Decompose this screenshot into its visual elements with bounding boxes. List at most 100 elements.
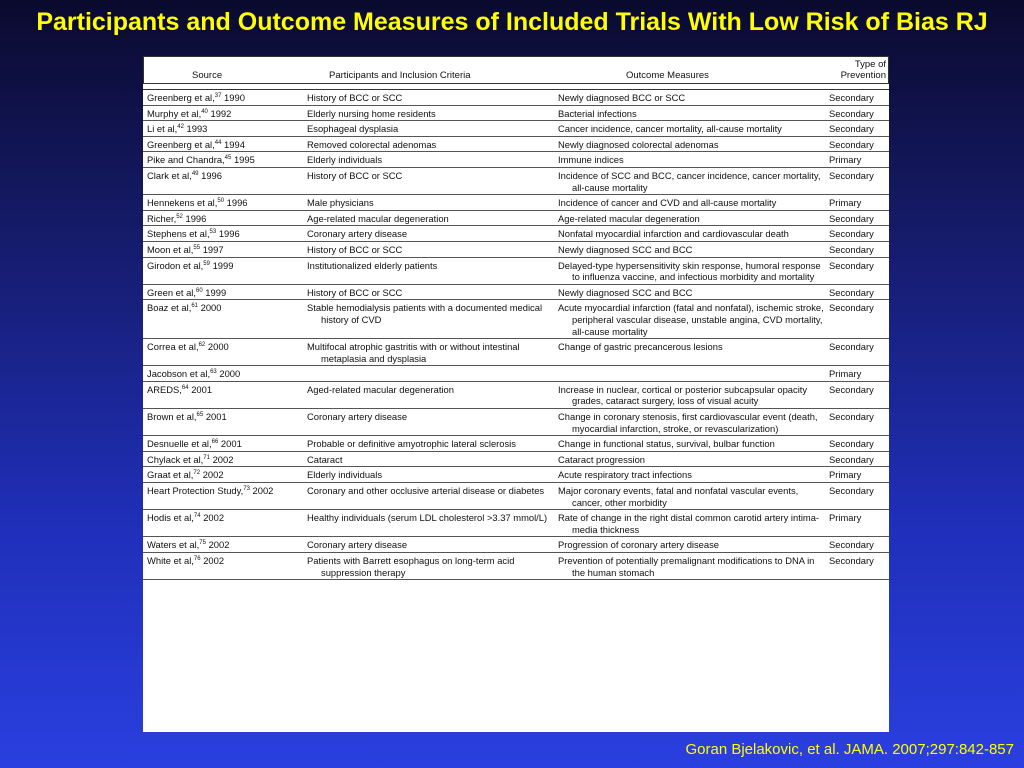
table-row: Hennekens et al,50 1996 Male physicians In… <box>143 195 889 211</box>
source-year: 2001 <box>191 383 213 395</box>
table-row: Chylack et al,71 2002 Cataract Cataract pr… <box>143 452 889 468</box>
cell-outcomes: Cancer incidence, cancer mortality, all-… <box>558 123 782 135</box>
source-ref: 71 <box>203 454 210 461</box>
cell-prevention: Primary <box>829 368 862 380</box>
source-author: Greenberg et al, <box>147 92 215 103</box>
cell-source: Greenberg et al,44 1994 <box>143 139 303 151</box>
source-ref: 75 <box>199 540 206 547</box>
source-ref: 44 <box>214 139 222 146</box>
cell-source: Stephens et al,53 1996 <box>143 228 303 240</box>
source-author: Green et al, <box>147 286 196 298</box>
header-prevention: Type of Prevention <box>841 59 886 81</box>
table-row: Moon et al,55 1997 History of BCC or SCC N… <box>143 242 889 258</box>
table-row: AREDS,64 2001 Aged-related macular degene… <box>143 382 889 410</box>
cell-prevention: Secondary <box>829 243 874 255</box>
cell-participants: Coronary and other occlusive arterial di… <box>307 485 545 497</box>
source-author: Girodon et al, <box>147 259 204 271</box>
source-ref: 64 <box>181 384 189 391</box>
cell-source: Richer,52 1996 <box>143 213 303 225</box>
table-row: Boaz et al,61 2000 Stable hemodialysis pa… <box>143 300 889 340</box>
cell-participants: Stable hemodialysis patients with a docu… <box>307 302 543 325</box>
cell-source: Correa et al,62 2000 <box>143 341 303 364</box>
source-ref: 49 <box>191 170 199 177</box>
source-year: 1996 <box>226 197 248 209</box>
source-ref: 45 <box>224 155 232 162</box>
cell-source: White et al,76 2002 <box>143 555 303 578</box>
source-year: 2002 <box>212 453 234 465</box>
cell-participants: Aged-related macular degeneration <box>307 383 454 395</box>
cell-prevention: Secondary <box>829 438 874 450</box>
cell-prevention: Secondary <box>829 212 874 224</box>
source-year: 1996 <box>201 169 222 181</box>
cell-source: Greenberg et al,37 1990 <box>143 92 303 104</box>
cell-outcomes: Nonfatal myocardial infarction and cardi… <box>558 228 789 240</box>
source-year: 1993 <box>186 123 208 135</box>
cell-participants: Age-related macular degeneration <box>307 212 449 224</box>
source-year: 1999 <box>205 286 227 298</box>
source-ref: 73 <box>243 486 250 493</box>
cell-participants: History of BCC or SCC <box>307 243 403 255</box>
cell-prevention: Secondary <box>829 539 874 551</box>
cell-participants: Institutionalized elderly patients <box>307 259 438 271</box>
cell-participants: History of BCC or SCC <box>307 92 403 103</box>
cell-prevention: Secondary <box>829 302 874 314</box>
table-row: Desnuelle et al,66 2001 Probable or defin… <box>143 436 889 452</box>
cell-prevention: Secondary <box>829 341 874 353</box>
cell-prevention: Primary <box>829 512 862 524</box>
source-ref: 53 <box>209 229 217 236</box>
header-outcomes: Outcome Measures <box>626 70 709 81</box>
source-ref: 65 <box>196 412 204 419</box>
source-author: Murphy et al, <box>147 107 202 119</box>
cell-outcomes: Cataract progression <box>558 453 646 465</box>
table-row: Pike and Chandra,45 1995 Elderly individu… <box>143 152 889 168</box>
cell-prevention: Primary <box>829 154 862 166</box>
cell-prevention: Secondary <box>829 485 874 497</box>
source-author: Clark et al, <box>147 169 192 181</box>
cell-participants: Coronary artery disease <box>307 411 408 423</box>
source-ref: 66 <box>211 439 219 446</box>
cell-prevention: Primary <box>829 469 862 481</box>
cell-outcomes: Incidence of cancer and CVD and all-caus… <box>558 197 777 209</box>
table-row: Correa et al,62 2000 Multifocal atrophic … <box>143 339 889 367</box>
cell-source: Murphy et al,40 1992 <box>143 108 303 120</box>
cell-prevention: Secondary <box>829 138 874 150</box>
source-ref: 60 <box>196 287 203 294</box>
cell-participants: Multifocal atrophic gastritis with or wi… <box>307 341 520 364</box>
source-year: 2000 <box>219 368 241 380</box>
source-author: Waters et al, <box>147 539 200 551</box>
table-body: Greenberg et al,37 1990 History of BCC or… <box>143 89 889 581</box>
table-row: Greenberg et al,37 1990 History of BCC or… <box>143 90 889 106</box>
cell-prevention: Secondary <box>829 92 874 103</box>
cell-outcomes: Acute respiratory tract infections <box>558 469 692 481</box>
source-author: Correa et al, <box>147 341 199 353</box>
source-author: Boaz et al, <box>147 302 192 314</box>
table-row: Jacobson et al,63 2000 Primary <box>143 366 889 382</box>
cell-source: AREDS,64 2001 <box>143 384 303 407</box>
table-row: Greenberg et al,44 1994 Removed colorecta… <box>143 137 889 153</box>
cell-participants: Coronary artery disease <box>307 228 408 240</box>
source-year: 1995 <box>233 154 255 166</box>
table-row: Girodon et al,59 1999 Institutionalized e… <box>143 258 889 285</box>
cell-prevention: Secondary <box>829 123 874 135</box>
table-row: Hodis et al,74 2002 Healthy individuals (… <box>143 510 889 538</box>
cell-participants: Elderly nursing home residents <box>307 107 436 119</box>
cell-participants: Esophageal dysplasia <box>307 123 399 135</box>
cell-participants: Male physicians <box>307 197 374 209</box>
source-year: 1994 <box>224 138 245 150</box>
cell-participants: Healthy individuals (serum LDL cholester… <box>307 512 548 524</box>
source-year: 1996 <box>185 212 207 224</box>
cell-outcomes: Increase in nuclear, cortical or posteri… <box>558 383 808 407</box>
cell-outcomes: Age-related macular degeneration <box>558 212 700 224</box>
source-year: 2001 <box>205 411 227 423</box>
cell-outcomes: Newly diagnosed SCC and BCC <box>558 243 693 255</box>
source-year: 1992 <box>210 107 232 119</box>
table-row: Heart Protection Study,73 2002 Coronary a… <box>143 483 889 511</box>
slide-title: Participants and Outcome Measures of Inc… <box>36 8 988 36</box>
source-ref: 63 <box>210 369 217 376</box>
header-prevention-line2: Prevention <box>840 70 886 81</box>
source-ref: 74 <box>193 513 201 520</box>
source-ref: 76 <box>193 556 201 562</box>
cell-outcomes: Rate of change in the right distal commo… <box>558 512 820 535</box>
cell-outcomes <box>554 368 826 380</box>
source-author: Stephens et al, <box>147 228 210 240</box>
